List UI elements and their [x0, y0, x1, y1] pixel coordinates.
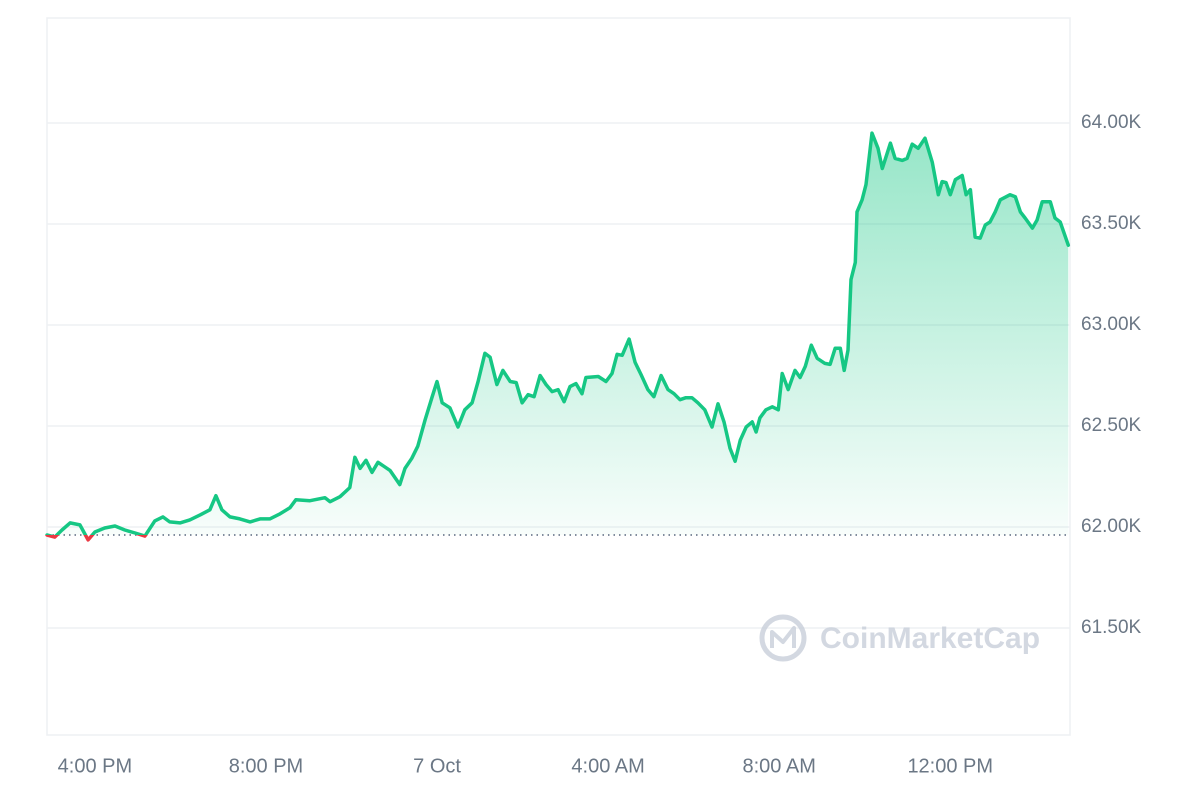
y-tick-label: 63.50K	[1081, 213, 1142, 234]
y-tick-label: 61.50K	[1081, 617, 1142, 638]
y-tick-label: 62.50K	[1081, 415, 1142, 436]
x-tick-label: 4:00 PM	[58, 755, 132, 777]
y-tick-label: 63.00K	[1081, 314, 1142, 335]
x-tick-label: 8:00 AM	[742, 755, 815, 777]
watermark-text: CoinMarketCap	[820, 622, 1040, 655]
x-tick-label: 7 Oct	[413, 755, 461, 777]
x-tick-label: 12:00 PM	[907, 755, 993, 777]
y-tick-label: 62.00K	[1081, 516, 1142, 537]
plot-frame	[46, 17, 1071, 736]
x-tick-label: 4:00 AM	[571, 755, 644, 777]
price-area	[47, 133, 1069, 536]
y-tick-label: 64.00K	[1081, 112, 1142, 133]
watermark: CoinMarketCap	[759, 614, 1040, 662]
x-tick-label: 8:00 PM	[229, 755, 303, 777]
price-line	[45, 131, 1071, 542]
